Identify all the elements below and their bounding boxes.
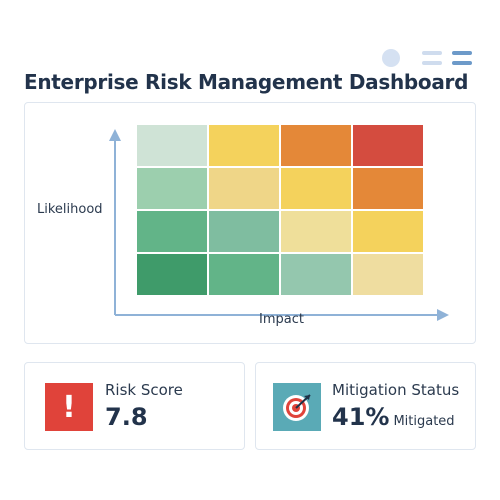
heatmap-cell-r2-c3[interactable] [281, 168, 351, 209]
heatmap-grid [137, 125, 423, 295]
risk-heatmap-card: Likelihood Impact [24, 102, 476, 344]
heatmap-cell-r2-c2[interactable] [209, 168, 279, 209]
heatmap-cell-r2-c1[interactable] [137, 168, 207, 209]
heatmap-cell-r4-c1[interactable] [137, 254, 207, 295]
risk-score-card[interactable]: ! Risk Score 7.8 [24, 362, 245, 450]
top-controls [382, 48, 472, 68]
heatmap-cell-r1-c4[interactable] [353, 125, 423, 166]
heatmap-cell-r3-c4[interactable] [353, 211, 423, 252]
heatmap-cell-r4-c4[interactable] [353, 254, 423, 295]
heatmap-cell-r2-c4[interactable] [353, 168, 423, 209]
mitigation-status-value: 41% Mitigated [332, 403, 455, 431]
heatmap-cell-r1-c3[interactable] [281, 125, 351, 166]
y-axis-label: Likelihood [37, 202, 103, 217]
target-icon [273, 383, 321, 431]
heatmap-cell-r1-c1[interactable] [137, 125, 207, 166]
mitigation-sub-label: Mitigated [393, 414, 455, 429]
menu-icon[interactable] [452, 51, 472, 65]
exclamation-icon: ! [45, 383, 93, 431]
heatmap-cell-r4-c2[interactable] [209, 254, 279, 295]
heatmap-cell-r1-c2[interactable] [209, 125, 279, 166]
x-axis-label: Impact [259, 312, 304, 327]
mitigation-status-card[interactable]: Mitigation Status 41% Mitigated [255, 362, 476, 450]
heatmap-cell-r3-c1[interactable] [137, 211, 207, 252]
risk-score-value: 7.8 [105, 403, 148, 431]
heatmap-cell-r3-c3[interactable] [281, 211, 351, 252]
mitigation-status-label: Mitigation Status [332, 381, 460, 399]
risk-score-label: Risk Score [105, 381, 183, 399]
heatmap-cell-r4-c3[interactable] [281, 254, 351, 295]
avatar-dot[interactable] [382, 49, 400, 67]
heatmap-axes [109, 129, 449, 321]
menu-icon[interactable] [422, 51, 442, 65]
heatmap-cell-r3-c2[interactable] [209, 211, 279, 252]
page-title: Enterprise Risk Management Dashboard [24, 70, 469, 94]
